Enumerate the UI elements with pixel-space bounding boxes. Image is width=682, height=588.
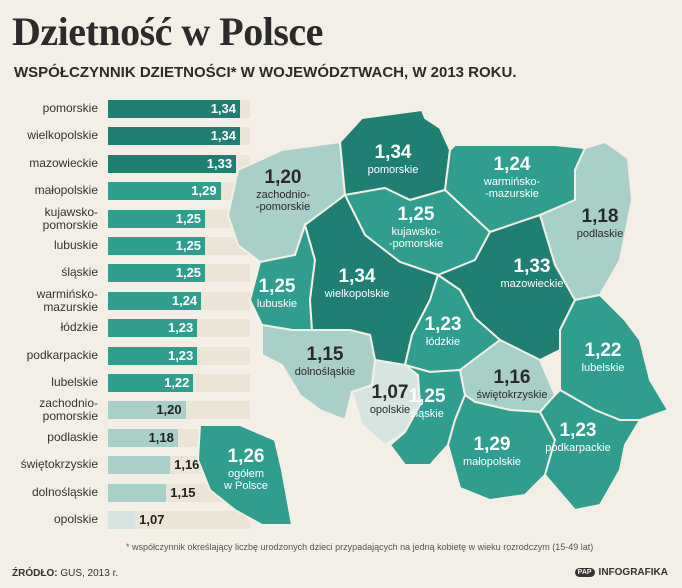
- source-value: GUS, 2013 r.: [57, 568, 119, 579]
- subtitle: WSPÓŁCZYNNIK DZIETNOŚCI* W WOJEWÓDZTWACH…: [14, 64, 517, 81]
- pap-logo-icon: PAP: [574, 568, 595, 577]
- source: ŹRÓDŁO: GUS, 2013 r.: [12, 568, 118, 579]
- region-name-label: w Polsce: [223, 480, 268, 492]
- region-name-label: -pomorskie: [389, 238, 443, 250]
- region-value-label: 1,25: [409, 386, 446, 407]
- region-name-label: lubelskie: [582, 362, 625, 374]
- region-value-label: 1,34: [339, 266, 376, 287]
- brand: PAP INFOGRAFIKA: [574, 567, 668, 578]
- region-name-label: dolnośląskie: [295, 366, 356, 378]
- region-name-label: podkarpackie: [545, 442, 610, 454]
- region-name-label: pomorskie: [368, 164, 419, 176]
- region-value-label: 1,22: [585, 340, 622, 361]
- region-value-label: 1,23: [560, 420, 597, 441]
- region-name-label: kujawsko-: [392, 226, 441, 238]
- region-name-label: małopolskie: [463, 456, 521, 468]
- region-value-label: 1,24: [494, 154, 531, 175]
- region-value-label: 1,26: [228, 446, 265, 467]
- region-name-label: opolskie: [370, 404, 410, 416]
- region-name-label: warmińsko-: [483, 176, 541, 188]
- region-value-label: 1,25: [398, 204, 435, 225]
- region-name-label: łódzkie: [426, 336, 460, 348]
- region-name-label: mazowieckie: [501, 278, 564, 290]
- region-name-label: wielkopolskie: [324, 288, 390, 300]
- region-name-label: -mazurskie: [485, 188, 539, 200]
- region-podkarpackie[interactable]: [538, 388, 642, 512]
- region-name-label: ogółem: [228, 468, 264, 480]
- region-value-label: 1,16: [494, 367, 531, 388]
- brand-label: INFOGRAFIKA: [598, 567, 668, 578]
- region-value-label: 1,23: [425, 314, 462, 335]
- footnote: * współczynnik określający liczbę urodzo…: [126, 542, 594, 552]
- region-value-label: 1,25: [259, 276, 296, 297]
- region-value-label: 1,33: [514, 256, 551, 277]
- source-label: ŹRÓDŁO:: [12, 568, 58, 579]
- region-value-label: 1,29: [474, 434, 511, 455]
- region-name-label: śląskie: [410, 408, 444, 420]
- region-value-label: 1,18: [582, 206, 619, 227]
- region-value-label: 1,07: [372, 382, 409, 403]
- region-name-label: zachodnio-: [256, 189, 310, 201]
- region-name-label: -pomorskie: [256, 201, 310, 213]
- region-name-label: podlaskie: [577, 228, 623, 240]
- region-name-label: świętokrzyskie: [477, 389, 548, 401]
- page-title: Dzietność w Polsce: [12, 9, 323, 54]
- region-name-label: lubuskie: [257, 298, 297, 310]
- region-value-label: 1,20: [265, 167, 302, 188]
- region-total: [196, 424, 294, 526]
- region-value-label: 1,34: [375, 142, 412, 163]
- region-value-label: 1,15: [307, 344, 344, 365]
